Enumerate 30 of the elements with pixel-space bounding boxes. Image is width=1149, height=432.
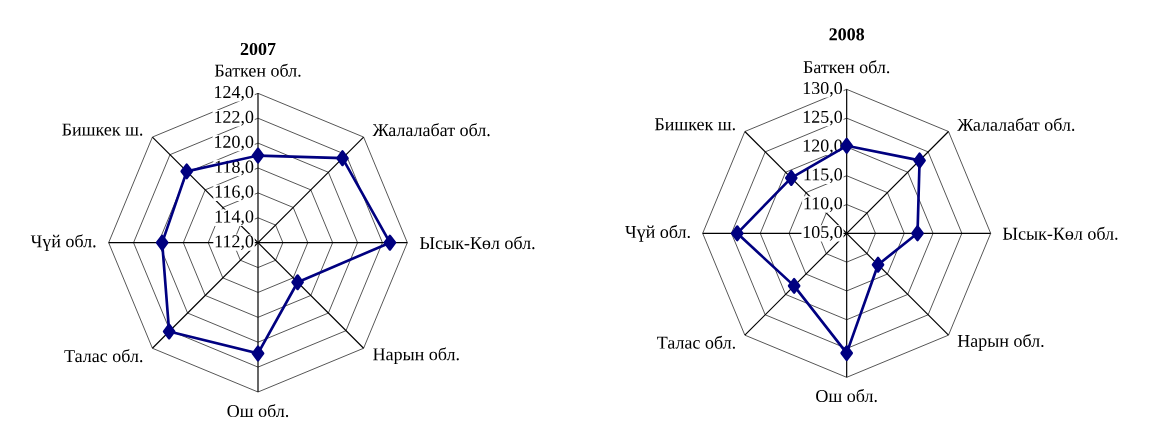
y-tick-label: 115,0: [804, 168, 843, 184]
y-tick-label: 125,0: [803, 110, 843, 126]
y-tick-label: 116,0: [215, 185, 254, 201]
y-tick-label: 120,0: [215, 135, 254, 151]
spoke-label: Жалалабат обл.: [372, 123, 490, 137]
spoke-label: Бишкек ш.: [654, 118, 735, 131]
spoke-label: Чүй обл.: [30, 234, 96, 252]
spoke-label: Бишкек ш.: [62, 123, 143, 136]
spoke-label: Талас обл.: [64, 349, 143, 363]
y-tick-label: 124,0: [215, 85, 254, 101]
spoke-label: Нарын обл.: [373, 347, 459, 364]
y-tick-label: 130,0: [803, 81, 843, 97]
spoke-label: Баткен обл.: [214, 63, 301, 77]
chart-title: 2008: [829, 28, 865, 41]
y-tick-label: 105,0: [803, 225, 843, 241]
spoke-label: Баткен обл.: [803, 60, 890, 74]
spoke-label: Ош обл.: [816, 389, 877, 403]
spoke-label: Нарын обл.: [957, 333, 1044, 351]
spoke-label: Жалалабат обл.: [957, 117, 1075, 131]
spoke-label: Ысык-Көл обл.: [1002, 226, 1118, 240]
spoke-label: Чүй обл.: [625, 224, 690, 242]
y-tick-label: 114,0: [215, 210, 254, 226]
spoke-label: Талас обл.: [657, 335, 735, 349]
y-tick-label: 112,0: [215, 235, 254, 251]
y-tick-label: 110,0: [804, 197, 843, 212]
spoke-label: Ош обл.: [227, 404, 289, 418]
y-tick-label: 122,0: [215, 110, 254, 126]
spoke-label: Ысык-Көл обл.: [419, 236, 535, 250]
y-tick-label: 120,0: [803, 139, 843, 155]
chart-title: 2007: [240, 42, 276, 56]
